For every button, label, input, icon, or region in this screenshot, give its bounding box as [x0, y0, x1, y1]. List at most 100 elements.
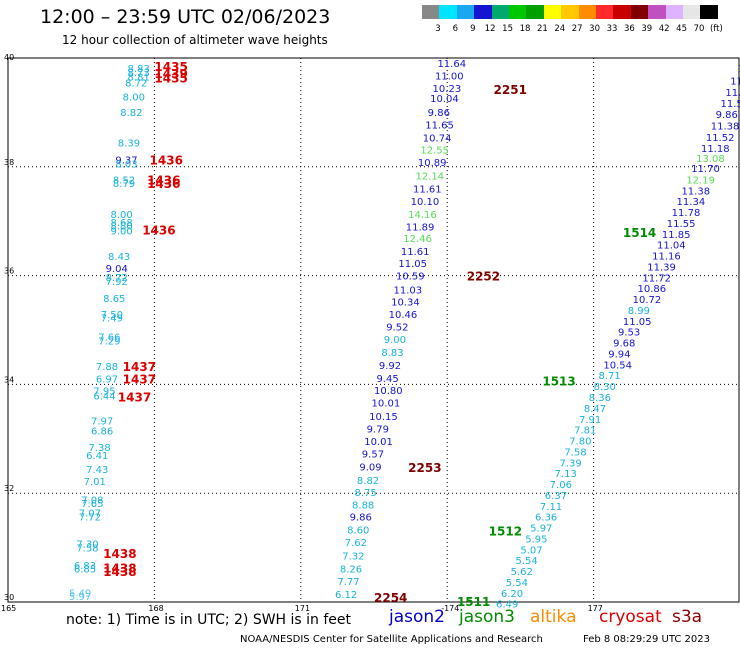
wave-height-value: 8.36: [589, 393, 611, 404]
wave-height-value: 12.55: [420, 145, 449, 156]
legend-label: 27: [571, 24, 583, 34]
pass-time-label: 1514: [623, 226, 656, 240]
wave-height-value: 8.52: [113, 175, 135, 186]
wave-height-value: 11.05: [398, 259, 427, 270]
wave-height-value: 10.74: [423, 134, 452, 145]
legend-swatch: [543, 5, 562, 19]
wave-height-value: 11.3: [730, 76, 740, 87]
wave-height-value: 9.79: [367, 425, 389, 436]
wave-height-value: 7.58: [76, 544, 98, 555]
wave-height-value: 7.32: [342, 551, 364, 562]
wave-height-value: 9.68: [613, 339, 635, 350]
wave-height-value: 6.12: [335, 590, 357, 601]
pass-time-label: 1437: [123, 373, 156, 387]
wave-height-value: 5.62: [511, 567, 533, 578]
pass-time-label: 1438: [103, 561, 136, 575]
wave-height-value: 8.75: [354, 488, 376, 499]
wave-height-value: 11.53: [720, 99, 740, 110]
wave-height-value: 11.85: [662, 230, 691, 241]
wave-height-value: 8.26: [340, 564, 362, 575]
wave-height-value: 8.82: [357, 476, 379, 487]
wave-height-value: 9.52: [386, 322, 408, 333]
wave-height-value: 10.86: [638, 284, 667, 295]
legend-swatch: [683, 5, 701, 19]
pass-time-label: 1513: [542, 375, 575, 389]
legend-label: 6: [452, 24, 459, 34]
pass-time-label: 1436: [147, 177, 180, 191]
wave-height-value: 9.09: [359, 463, 381, 474]
wave-height-value: 9.86: [350, 513, 372, 524]
wave-height-value: 7.13: [555, 469, 577, 480]
wave-height-value: 11.16: [652, 252, 681, 263]
legend-label: 42: [658, 24, 670, 34]
wave-height-value: 7.88: [96, 362, 118, 373]
wave-height-value: 11.78: [672, 208, 701, 219]
wave-height-value: 8.65: [103, 294, 125, 305]
pass-time-label: 1436: [147, 173, 180, 187]
pass-time-label: 2252: [467, 270, 500, 284]
wave-height-value: 10.72: [633, 295, 662, 306]
legend-swatch: [439, 5, 457, 19]
wave-height-value: 9.86: [716, 110, 738, 121]
wave-height-value: 7.07: [79, 508, 101, 519]
wave-height-value: 9.94: [608, 349, 630, 360]
wave-height-value: 11.61: [401, 247, 430, 258]
wave-height-value: 8.43: [108, 252, 130, 263]
x-tick-label: -174: [441, 604, 459, 613]
wave-height-value: 6.36: [535, 513, 557, 524]
wave-height-value: 7.81: [574, 426, 596, 437]
wave-height-value: 11.52: [706, 133, 735, 144]
wave-height-value: 6.83: [74, 561, 96, 572]
wave-height-value: 10.23: [433, 84, 462, 95]
y-tick-label: 32: [4, 484, 14, 493]
wave-height-value: 8.00: [110, 210, 132, 221]
legend-swatch: [526, 5, 544, 19]
wave-height-value: 7.97: [91, 416, 113, 427]
wave-height-value: 11.: [738, 64, 740, 75]
legend-label: 30: [589, 24, 600, 34]
wave-height-value: 10.10: [411, 197, 440, 208]
wave-height-value: 10.15: [369, 412, 398, 423]
wave-height-value: 8.72: [125, 79, 147, 90]
pass-time-label: 1438: [103, 547, 136, 561]
legend-swatch: [613, 5, 631, 19]
wave-height-value: 8.82: [120, 108, 142, 119]
wave-height-value: 10.80: [374, 386, 403, 397]
wave-height-value: 5.49: [69, 588, 91, 599]
timestamp: Feb 8 08:29:29 UTC 2023: [583, 634, 710, 645]
legend-label: 15: [502, 24, 513, 34]
wave-height-value: 8.30: [594, 382, 616, 393]
legend-label: 3: [435, 24, 441, 34]
wave-height-value: 11.15: [725, 88, 740, 99]
wave-height-value: 6.49: [496, 600, 518, 611]
wave-height-value: 7.66: [98, 333, 120, 344]
wave-height-value: 7.11: [540, 502, 562, 513]
wave-height-value: 8.72: [106, 273, 128, 284]
wave-height-value: 10.46: [389, 310, 418, 321]
wave-height-value: 5.54: [516, 556, 538, 567]
wave-height-value: 11.55: [667, 219, 696, 230]
wave-height-value: 10.01: [364, 437, 393, 448]
wave-height-value: 9.53: [618, 328, 640, 339]
wave-height-value: 9.57: [362, 450, 384, 461]
wave-height-value: 9.00: [384, 335, 406, 346]
wave-height-value: 8.03: [115, 160, 137, 171]
pass-time-label: 1436: [150, 153, 183, 167]
pass-time-label: 1511: [457, 595, 490, 609]
wave-height-value: 7.01: [84, 477, 106, 488]
wave-height-value: 8.68: [110, 218, 132, 229]
map-frame: [7, 57, 740, 603]
wave-height-value: 8.83: [128, 64, 150, 75]
wave-height-value: 5.97: [69, 592, 91, 603]
wave-height-value: 6.20: [501, 589, 523, 600]
legend-label: 21: [536, 24, 548, 34]
pass-time-label: 2251: [494, 83, 527, 97]
wave-height-value: 7.80: [569, 437, 591, 448]
pass-time-label: 1435: [154, 72, 187, 86]
legend-swatch: [422, 5, 440, 19]
wave-height-value: 10.34: [391, 297, 420, 308]
wave-height-value: 8.00: [123, 93, 145, 104]
wave-height-value: 10.89: [418, 158, 447, 169]
wave-height-value: 7.77: [337, 577, 359, 588]
